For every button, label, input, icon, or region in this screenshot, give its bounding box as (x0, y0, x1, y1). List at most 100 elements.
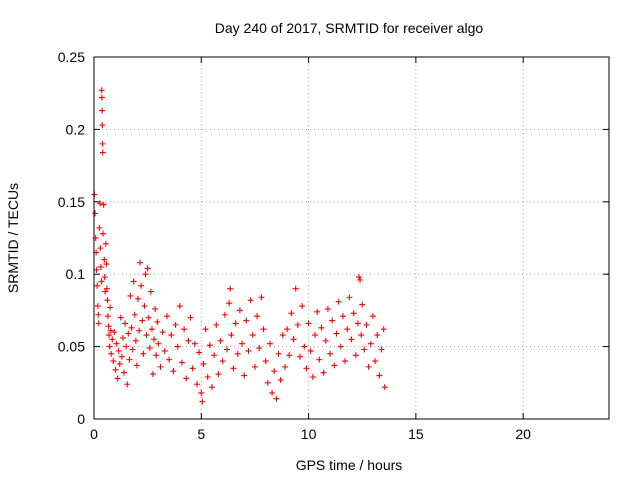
data-point (337, 343, 344, 350)
y-tick-label: 0 (77, 411, 85, 427)
data-point (230, 365, 237, 372)
data-point (105, 323, 112, 330)
data-point (309, 374, 316, 381)
data-point (227, 285, 234, 292)
data-point (228, 332, 235, 339)
data-point (150, 371, 157, 378)
data-point (312, 332, 319, 339)
data-point (110, 358, 117, 365)
y-tick-label: 0.15 (58, 194, 85, 210)
data-point (99, 107, 106, 114)
data-point (342, 358, 349, 365)
data-point (361, 346, 368, 353)
data-point (152, 305, 159, 312)
x-tick-label: 15 (408, 426, 424, 442)
data-point (144, 265, 151, 272)
data-point (202, 326, 209, 333)
data-point (271, 368, 278, 375)
data-point (97, 200, 104, 207)
data-point (356, 274, 363, 281)
data-point (251, 363, 258, 370)
data-point (132, 337, 139, 344)
data-point (103, 285, 110, 292)
data-point (168, 332, 175, 339)
data-point (258, 294, 265, 301)
y-tick-label: 0.05 (58, 339, 85, 355)
data-point (249, 332, 256, 339)
data-point (98, 278, 105, 285)
data-point (106, 332, 113, 339)
x-tick-label: 0 (90, 426, 98, 442)
data-point (380, 326, 387, 333)
data-point (100, 201, 107, 208)
data-point (191, 340, 198, 347)
data-point (141, 303, 148, 310)
data-point (320, 369, 327, 376)
data-point (221, 311, 228, 318)
data-point (327, 350, 334, 357)
data-point (381, 384, 388, 391)
data-point (97, 245, 104, 252)
data-point (196, 349, 203, 356)
data-point (126, 356, 133, 363)
data-point (146, 345, 153, 352)
data-point (299, 303, 306, 310)
data-point (217, 337, 224, 344)
data-point (236, 307, 243, 314)
data-point (290, 336, 297, 343)
data-point (96, 224, 103, 231)
x-tick-label: 5 (197, 426, 205, 442)
data-point (374, 332, 381, 339)
data-point (219, 358, 226, 365)
data-point (305, 320, 312, 327)
axis-ticks: 0 5 10 15 20 0 0.05 0.1 0.15 0.2 0.25 (58, 49, 609, 442)
data-point (111, 329, 118, 336)
data-point (104, 297, 111, 304)
data-point (314, 308, 321, 315)
y-axis-label: SRMTID / TECUs (5, 183, 21, 293)
data-point (109, 336, 116, 343)
data-point (339, 313, 346, 320)
data-point (211, 352, 218, 359)
data-point (140, 350, 147, 357)
data-point (307, 347, 314, 354)
data-point (136, 327, 143, 334)
data-point (213, 321, 220, 328)
data-point (127, 292, 134, 299)
data-point (189, 365, 196, 372)
data-point (133, 362, 140, 369)
data-point (344, 326, 351, 333)
data-point (331, 362, 338, 369)
data-point (348, 336, 355, 343)
y-tick-label: 0.1 (66, 266, 86, 282)
chart-title: Day 240 of 2017, SRMTID for receiver alg… (215, 20, 484, 36)
data-point (116, 360, 123, 367)
data-point (153, 352, 160, 359)
data-point (121, 369, 128, 376)
data-point (138, 282, 145, 289)
data-point (108, 350, 115, 357)
data-point (335, 298, 342, 305)
data-point (266, 340, 273, 347)
data-point (187, 314, 194, 321)
data-point (275, 350, 282, 357)
data-point (119, 334, 126, 341)
data-point (99, 140, 106, 147)
data-point (281, 363, 288, 370)
data-point (303, 365, 310, 372)
data-point (94, 303, 101, 310)
data-point (316, 356, 323, 363)
data-point (224, 346, 231, 353)
data-point (322, 337, 329, 344)
data-point (183, 375, 190, 382)
data-point (209, 384, 216, 391)
data-point (98, 87, 105, 94)
data-point (245, 347, 252, 354)
data-point (174, 343, 181, 350)
data-point (159, 329, 166, 336)
data-point (350, 310, 357, 317)
data-point (95, 320, 102, 327)
data-point (181, 326, 188, 333)
data-point (359, 301, 366, 308)
data-point (123, 343, 130, 350)
